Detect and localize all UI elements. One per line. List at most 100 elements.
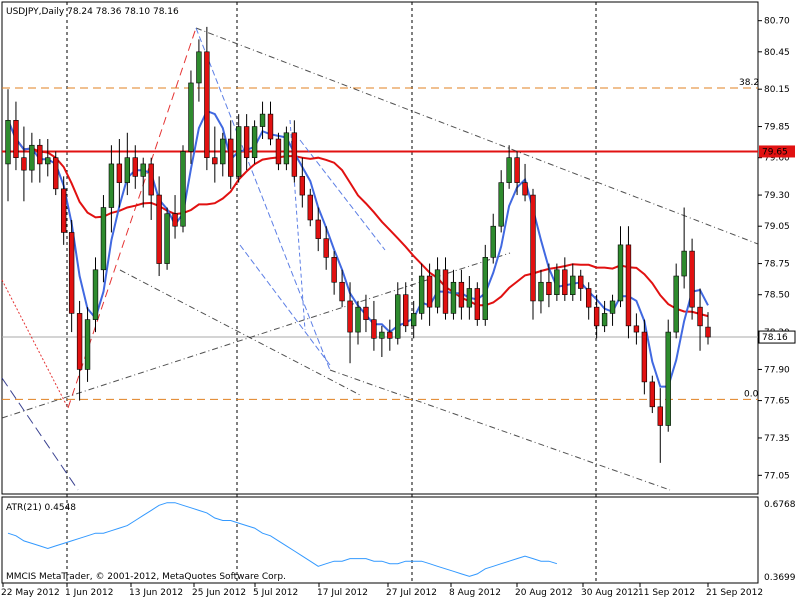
bull-candle-body: [92, 269, 99, 320]
bear-candle-body: [649, 381, 656, 408]
candle: [665, 319, 671, 432]
fib-00-label: 0.0: [744, 389, 759, 399]
bear-candle-body: [593, 306, 600, 327]
bear-candle-body: [307, 194, 313, 221]
atr-plot-frame: [1, 496, 759, 584]
candle: [625, 226, 632, 339]
bull-candle-body: [379, 331, 385, 339]
candle: [538, 269, 544, 314]
candle: [116, 139, 123, 208]
bull-candle-body: [490, 225, 496, 258]
y-tick-label: 79.05: [764, 222, 790, 232]
candle: [84, 307, 91, 382]
x-tick-label: 30 Aug 2012: [581, 588, 639, 598]
candle: [228, 120, 234, 189]
bear-candle-body: [578, 275, 584, 289]
trend-line: [1, 252, 511, 419]
bear-candle-body: [13, 120, 19, 158]
bear-candle-body: [275, 138, 282, 165]
bull-candle-body: [196, 51, 202, 84]
bear-candle-body: [625, 244, 632, 327]
candle: [593, 294, 600, 339]
bear-candle-body: [530, 194, 536, 302]
y-tick-label: 77.90: [764, 365, 790, 375]
bear-candle-body: [21, 157, 27, 171]
bull-candle-body: [140, 163, 146, 177]
x-tick-label: 25 Jun 2012: [192, 588, 246, 598]
bear-candle-body: [172, 213, 178, 227]
bear-candle-body: [697, 306, 703, 327]
y-tick-label: 80.70: [764, 17, 790, 27]
candle: [403, 282, 409, 333]
bull-candle-body: [220, 138, 226, 165]
candle: [315, 207, 321, 252]
candle: [259, 101, 266, 140]
bull-candle-body: [259, 113, 266, 127]
candle: [641, 319, 648, 395]
candle: [466, 276, 473, 320]
candle: [482, 244, 488, 326]
current-price-tag: [758, 330, 796, 344]
candle: [76, 300, 83, 401]
candle: [705, 312, 711, 345]
y-tick-label: 77.65: [764, 397, 790, 407]
y-tick-label: 79.30: [764, 191, 790, 201]
bear-candle-body: [633, 325, 640, 333]
y-tick-label: 79.85: [764, 123, 790, 133]
bull-candle-body: [395, 294, 401, 339]
candle: [267, 101, 274, 146]
candle: [53, 151, 59, 196]
candle: [418, 263, 425, 320]
bear-candle-body: [641, 331, 648, 383]
bear-candle-body: [212, 157, 218, 165]
candle: [657, 388, 663, 463]
candle: [514, 151, 520, 196]
candle: [275, 132, 282, 171]
bear-candle-body: [204, 51, 210, 158]
bear-candle-body: [315, 219, 321, 239]
candle: [243, 114, 250, 171]
bull-candle-body: [188, 82, 194, 152]
resistance-price-tag: [759, 145, 795, 158]
x-tick-label: 11 Sep 2012: [638, 588, 695, 598]
bull-candle-body: [570, 275, 576, 296]
bear-candle-body: [347, 300, 353, 333]
y-tick-label: 77.05: [764, 471, 790, 481]
trend-line: [1, 279, 69, 409]
candle: [530, 188, 536, 320]
candle: [458, 269, 465, 320]
bear-candle-body: [657, 406, 663, 426]
bear-candle-body: [267, 113, 274, 140]
candle: [180, 145, 186, 233]
bear-candle-body: [60, 188, 67, 233]
candle: [323, 226, 329, 270]
candle: [212, 126, 218, 183]
candle: [363, 294, 369, 333]
candle: [371, 300, 377, 351]
x-tick-label: 21 Sep 2012: [706, 588, 763, 598]
bear-candle-body: [689, 250, 695, 308]
candle: [506, 145, 512, 189]
bear-candle-body: [156, 194, 162, 264]
candle: [204, 26, 210, 171]
candle: [426, 263, 433, 326]
y-tick-label: 79.60: [764, 154, 790, 164]
bull-candle-body: [673, 275, 679, 333]
fib-382-label: 38.2: [739, 78, 759, 88]
candle: [410, 300, 417, 339]
candle: [562, 257, 568, 301]
bull-candle-body: [665, 331, 671, 426]
main-plot-frame: [1, 1, 759, 495]
candle: [490, 213, 496, 264]
candle: [37, 139, 43, 183]
candle: [474, 282, 481, 326]
bear-candle-body: [116, 163, 123, 183]
candle: [299, 157, 306, 208]
trend-line: [1, 377, 79, 491]
bull-candle-body: [5, 120, 11, 165]
candle: [45, 139, 51, 177]
y-tick-label: 80.15: [764, 85, 790, 95]
bear-candle-body: [68, 232, 75, 314]
bull-candle-body: [180, 151, 186, 227]
